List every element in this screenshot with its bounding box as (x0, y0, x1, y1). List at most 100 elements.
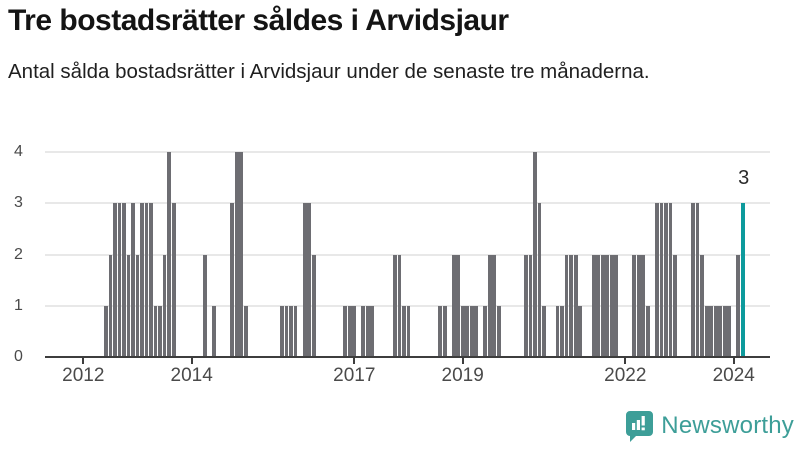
bar (167, 152, 171, 356)
bar (492, 254, 497, 356)
bar (393, 254, 397, 356)
bar (722, 305, 727, 356)
bar (578, 305, 583, 356)
bar (591, 254, 596, 356)
bar (709, 305, 714, 356)
x-axis-tick-2014 (190, 358, 193, 364)
bar (203, 254, 208, 356)
bar (451, 254, 456, 356)
bar (171, 203, 176, 356)
newsworthy-logo: Newsworthy (625, 408, 794, 444)
bar (691, 203, 695, 356)
bar (234, 152, 239, 356)
bar (465, 305, 470, 356)
bar (122, 203, 126, 356)
bar (727, 305, 732, 356)
bar (126, 254, 131, 356)
bar (370, 305, 375, 356)
bar (289, 305, 293, 356)
bar (158, 305, 162, 356)
x-axis-tick-2022 (624, 358, 627, 364)
bar (564, 254, 569, 356)
bar (456, 254, 461, 356)
x-axis-line (45, 356, 770, 358)
newsworthy-bar-chart-icon (626, 410, 654, 442)
bar (162, 254, 167, 356)
bar (632, 254, 637, 356)
bar (460, 305, 465, 356)
bar (483, 305, 488, 356)
y-axis-label: 3 (14, 194, 23, 212)
bar (131, 203, 135, 356)
x-axis-tick-2019 (461, 358, 464, 364)
bar (212, 305, 217, 356)
bar (695, 203, 700, 356)
bar (474, 305, 479, 356)
chart-subtitle: Antal sålda bostadsrätter i Arvidsjaur u… (8, 60, 650, 83)
bar (343, 305, 348, 356)
bar (406, 305, 411, 356)
x-axis-label-2012: 2012 (62, 365, 105, 386)
bar (140, 203, 144, 356)
bar (352, 305, 357, 356)
bar (573, 254, 578, 356)
bar (609, 254, 614, 356)
x-axis-label-2014: 2014 (170, 365, 213, 386)
bar (302, 203, 307, 356)
y-axis-label: 2 (14, 245, 23, 263)
bar (307, 203, 312, 356)
bar (600, 254, 605, 356)
gridline-y3 (45, 202, 770, 205)
bar (569, 254, 573, 356)
bar (311, 254, 316, 356)
bar (361, 305, 366, 356)
highlighted-bar (740, 203, 745, 356)
gridline-y2 (45, 253, 770, 256)
bar (230, 203, 235, 356)
bar (402, 305, 406, 356)
bar (135, 254, 140, 356)
x-axis-tick-2012 (82, 358, 85, 364)
x-axis-label-2024: 2024 (712, 365, 755, 386)
bar (524, 254, 528, 356)
bar (560, 305, 564, 356)
x-axis-label-2022: 2022 (604, 365, 647, 386)
bar (605, 254, 610, 356)
bar (528, 254, 533, 356)
bar (103, 305, 108, 356)
bar (108, 254, 113, 356)
bar (284, 305, 289, 356)
page-title: Tre bostadsrätter såldes i Arvidsjaur (8, 4, 509, 37)
gridline-y4 (45, 151, 770, 154)
bar (736, 254, 741, 356)
y-axis-label: 0 (14, 348, 23, 365)
x-axis-tick-2017 (353, 358, 356, 364)
bar (614, 254, 619, 356)
bar (664, 203, 668, 356)
bar (718, 305, 723, 356)
bar (636, 254, 641, 356)
bar (469, 305, 474, 356)
bar (645, 305, 650, 356)
bar (239, 152, 244, 356)
bar (659, 203, 664, 356)
x-axis-label-2017: 2017 (333, 365, 376, 386)
bar (347, 305, 352, 356)
y-axis-label: 4 (14, 143, 23, 161)
bar (704, 305, 709, 356)
bar (713, 305, 718, 356)
newsworthy-wordmark: Newsworthy (661, 412, 794, 439)
bar (555, 305, 560, 356)
bar (442, 305, 447, 356)
bar (113, 203, 117, 356)
y-axis-label: 1 (14, 296, 23, 314)
bar (496, 305, 501, 356)
bar (542, 305, 546, 356)
bar (438, 305, 443, 356)
bar (280, 305, 284, 356)
bar (365, 305, 370, 356)
bar (487, 254, 492, 356)
bar (149, 203, 153, 356)
